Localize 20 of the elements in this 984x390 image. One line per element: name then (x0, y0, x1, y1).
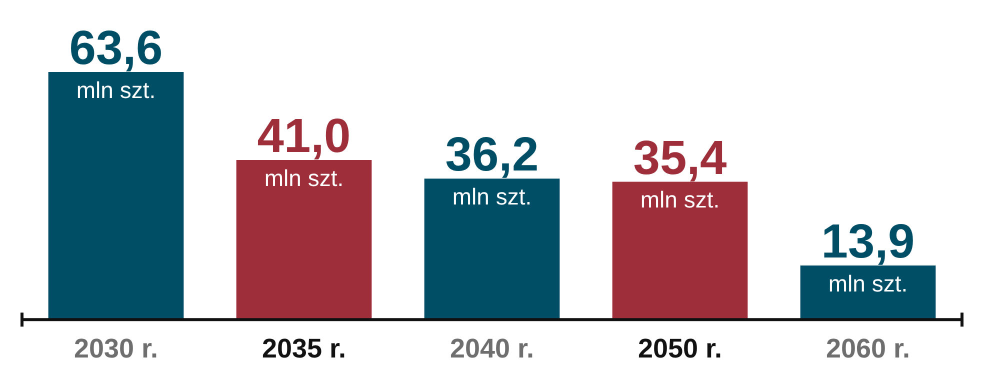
bar (236, 160, 372, 320)
annotation: mln szt. (76, 76, 156, 103)
annotation: mln szt. (828, 270, 908, 296)
annotation: mln szt. (452, 184, 532, 210)
bar (612, 182, 748, 320)
bar (800, 265, 936, 320)
data-label: 35,4 (633, 132, 728, 185)
x-tick-label: 2040 r. (450, 333, 534, 364)
data-label: 13,9 (821, 215, 915, 268)
data-label: 41,0 (257, 110, 351, 163)
x-tick-label: 2060 r. (826, 333, 910, 364)
bar (48, 72, 184, 320)
annotation: mln szt. (640, 186, 720, 213)
data-label: 36,2 (445, 128, 539, 182)
x-tick-label: 2030 r. (74, 333, 158, 364)
x-tick-label: 2035 r. (262, 333, 346, 364)
data-label: 63,6 (69, 22, 163, 75)
x-tick-label: 2050 r. (638, 333, 722, 364)
bar (424, 178, 560, 320)
annotation: mln szt. (264, 164, 344, 191)
